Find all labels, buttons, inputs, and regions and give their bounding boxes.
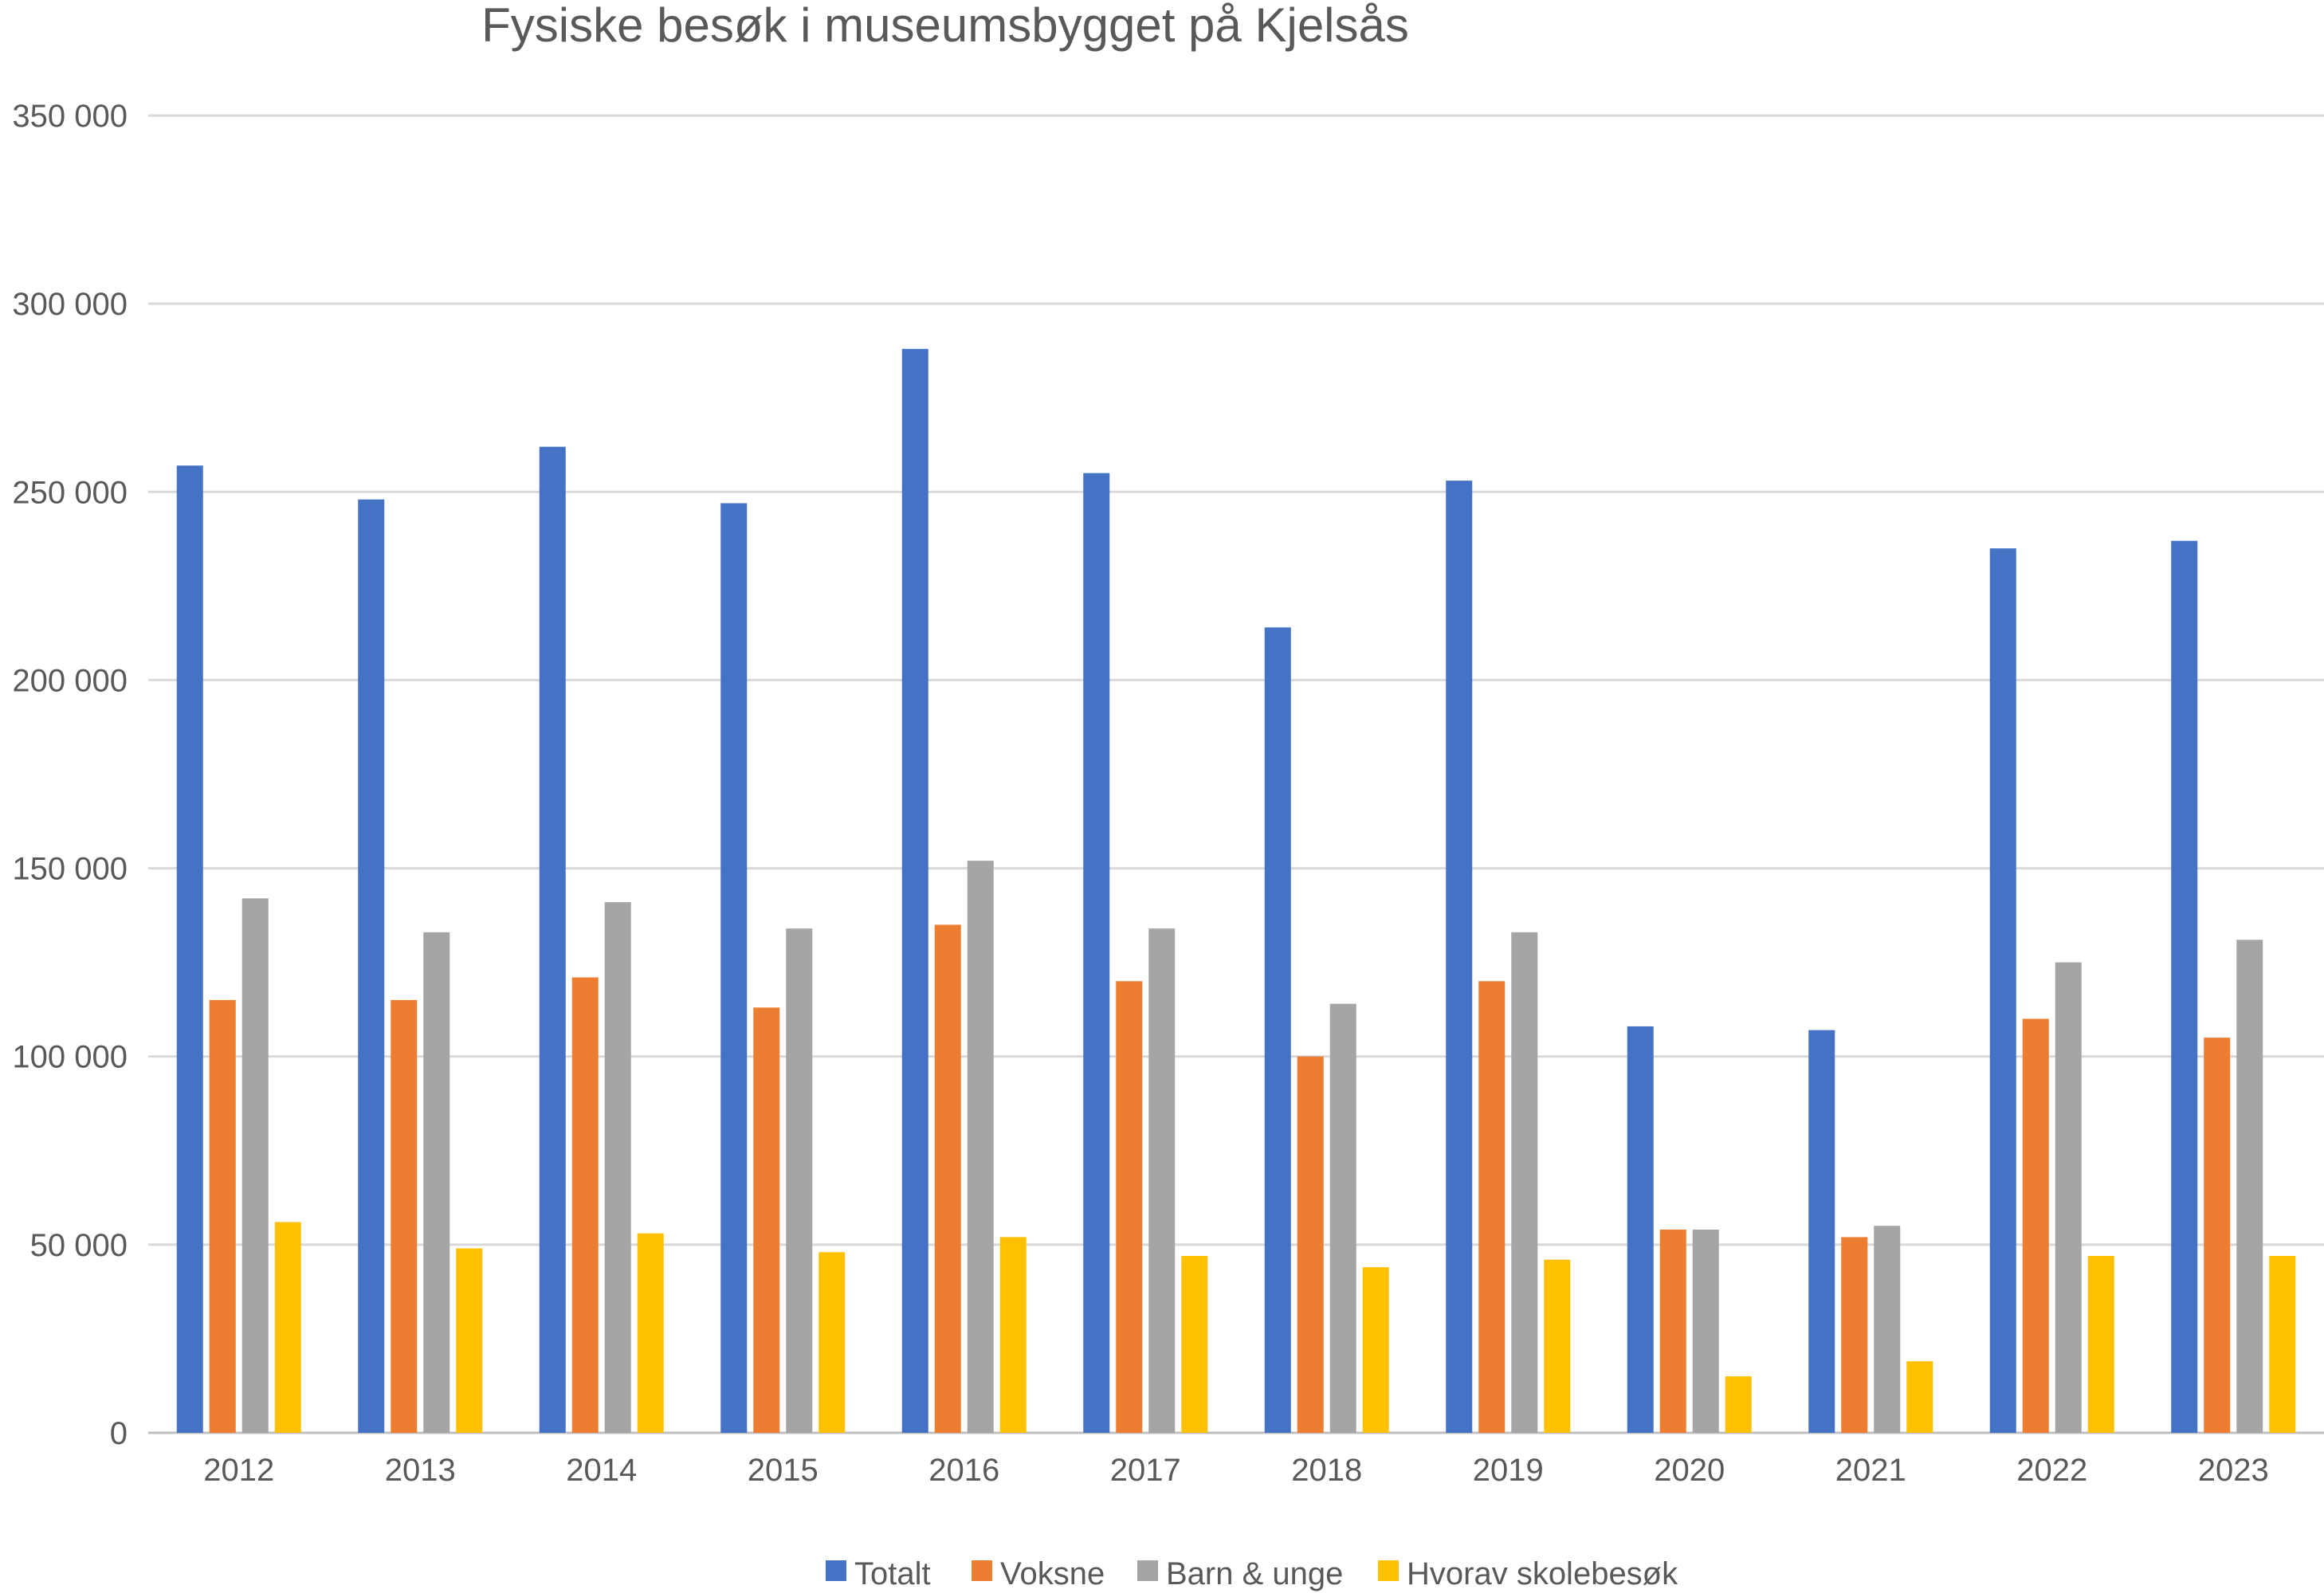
bar-hvorav-skolebes-k-2023 [2269, 1256, 2296, 1433]
y-tick-label: 350 000 [12, 99, 128, 134]
y-tick-label: 50 000 [30, 1228, 128, 1263]
legend-label: Voksne [1000, 1556, 1105, 1591]
legend-label: Hvorav skolebesøk [1407, 1556, 1678, 1591]
bar-barn-unge-2012 [241, 898, 269, 1433]
bar-totalt-2016 [901, 348, 928, 1433]
legend-item: Barn & unge [1137, 1556, 1343, 1591]
bar-hvorav-skolebes-k-2013 [456, 1248, 483, 1433]
bar-barn-unge-2014 [604, 902, 631, 1433]
bar-hvorav-skolebes-k-2017 [1181, 1256, 1208, 1433]
legend-item: Totalt [826, 1556, 931, 1591]
bar-barn-unge-2013 [423, 932, 450, 1433]
x-tick-label: 2020 [1654, 1453, 1725, 1488]
bar-voksne-2018 [1297, 1056, 1324, 1433]
x-tick-label: 2012 [203, 1453, 274, 1488]
x-tick-label: 2021 [1835, 1453, 1906, 1488]
bar-hvorav-skolebes-k-2021 [1906, 1361, 1933, 1433]
bar-voksne-2014 [571, 977, 599, 1433]
x-tick-label: 2019 [1473, 1453, 1544, 1488]
bar-voksne-2023 [2204, 1038, 2231, 1433]
y-tick-label: 0 [110, 1416, 128, 1451]
bar-totalt-2022 [1989, 548, 2016, 1433]
bar-totalt-2012 [176, 465, 203, 1433]
legend-swatch [1378, 1560, 1399, 1581]
y-tick-label: 150 000 [12, 852, 128, 887]
bar-barn-unge-2020 [1692, 1229, 1719, 1433]
x-axis: 2012 2013 2014 2015 2016 2017 2018 2019 2020 2021… [203, 1453, 2268, 1488]
x-tick-label: 2017 [1110, 1453, 1181, 1488]
x-tick-label: 2013 [385, 1453, 456, 1488]
y-tick-label: 200 000 [12, 663, 128, 698]
bar-barn-unge-2015 [786, 928, 813, 1433]
x-tick-label: 2016 [928, 1453, 999, 1488]
bar-hvorav-skolebes-k-2019 [1544, 1259, 1571, 1433]
legend-swatch [972, 1560, 992, 1581]
legend-swatch [1137, 1560, 1158, 1581]
bar-hvorav-skolebes-k-2020 [1725, 1376, 1752, 1433]
bar-hvorav-skolebes-k-2014 [637, 1233, 664, 1433]
bar-hvorav-skolebes-k-2015 [819, 1252, 846, 1433]
bar-hvorav-skolebes-k-2016 [999, 1237, 1027, 1433]
bar-voksne-2022 [2022, 1018, 2049, 1433]
bar-totalt-2018 [1264, 627, 1291, 1433]
bar-voksne-2015 [753, 1007, 780, 1433]
legend: Totalt Voksne Barn & unge Hvorav skolebesøk [826, 1556, 1678, 1591]
bar-totalt-2019 [1446, 481, 1473, 1433]
legend-label: Barn & unge [1166, 1556, 1343, 1591]
bar-voksne-2019 [1478, 981, 1505, 1433]
legend-item: Hvorav skolebesøk [1378, 1556, 1678, 1591]
bar-barn-unge-2018 [1329, 1003, 1356, 1433]
bar-voksne-2020 [1659, 1229, 1686, 1433]
bar-hvorav-skolebes-k-2012 [274, 1222, 301, 1433]
y-tick-label: 300 000 [12, 287, 128, 322]
bar-totalt-2015 [720, 503, 748, 1433]
bar-barn-unge-2023 [2236, 940, 2263, 1433]
bars [176, 348, 2296, 1434]
bar-voksne-2017 [1116, 981, 1143, 1433]
bar-totalt-2014 [539, 446, 566, 1433]
bar-voksne-2013 [391, 999, 418, 1433]
y-tick-label: 100 000 [12, 1040, 128, 1075]
bar-barn-unge-2017 [1148, 928, 1176, 1433]
chart-title: Fysiske besøk i museumsbygget på Kjelsås [481, 0, 1409, 52]
bar-totalt-2021 [1808, 1030, 1835, 1433]
y-tick-label: 250 000 [12, 475, 128, 510]
bar-barn-unge-2019 [1511, 932, 1538, 1433]
bar-barn-unge-2022 [2055, 962, 2082, 1433]
legend-label: Totalt [854, 1556, 931, 1591]
x-tick-label: 2015 [748, 1453, 819, 1488]
x-tick-label: 2018 [1291, 1453, 1362, 1488]
bar-hvorav-skolebes-k-2018 [1362, 1267, 1389, 1433]
bar-voksne-2021 [1841, 1237, 1868, 1433]
bar-hvorav-skolebes-k-2022 [2087, 1256, 2114, 1433]
legend-swatch [826, 1560, 846, 1581]
gridlines [148, 114, 2324, 1434]
x-tick-label: 2022 [2016, 1453, 2087, 1488]
bar-voksne-2012 [209, 999, 236, 1433]
bar-totalt-2020 [1627, 1026, 1654, 1433]
bar-totalt-2017 [1083, 473, 1110, 1434]
bar-totalt-2013 [358, 499, 385, 1433]
x-tick-label: 2014 [566, 1453, 637, 1488]
x-tick-label: 2023 [2198, 1453, 2269, 1488]
bar-barn-unge-2021 [1874, 1226, 1901, 1433]
bar-barn-unge-2016 [967, 861, 994, 1433]
legend-item: Voksne [972, 1556, 1105, 1591]
bar-totalt-2023 [2171, 540, 2198, 1433]
y-axis: 0 50 000 100 000 150 000 200 000 250 000 300 0… [12, 99, 128, 1451]
bar-voksne-2016 [934, 924, 961, 1433]
